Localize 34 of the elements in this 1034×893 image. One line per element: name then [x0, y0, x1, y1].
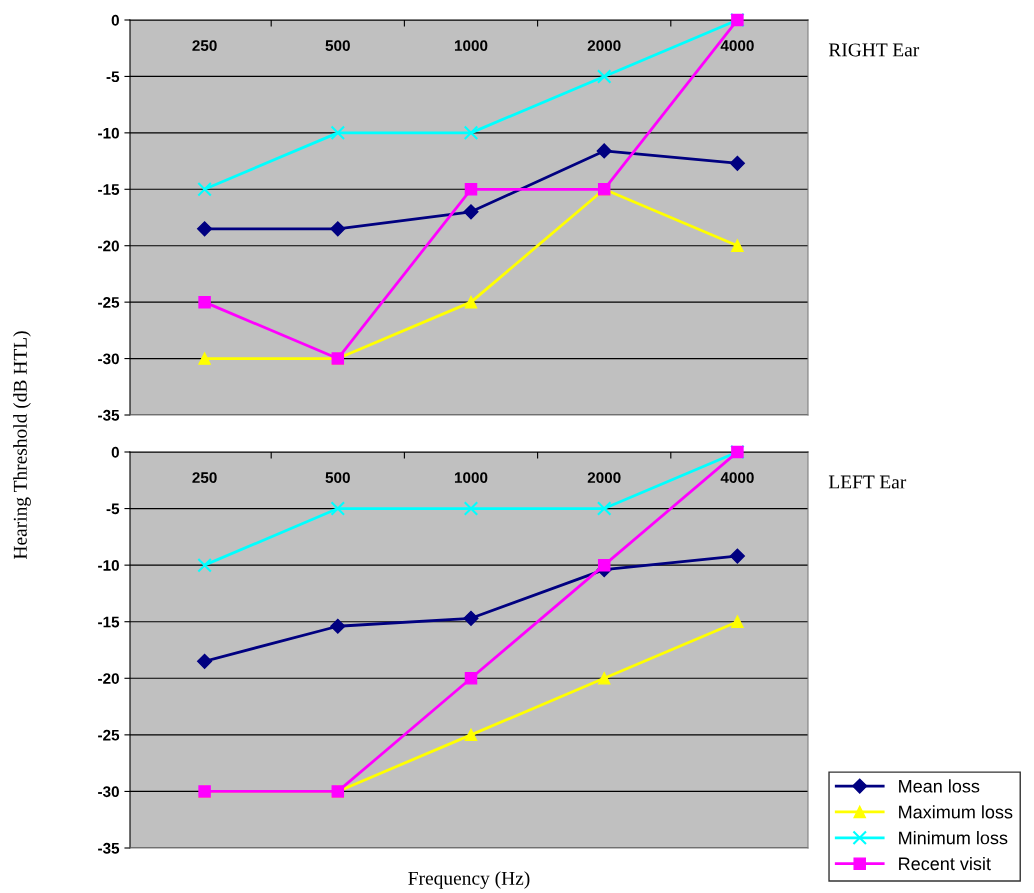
- y-tick-label: -10: [98, 560, 119, 571]
- y-tick-label: -10: [98, 127, 119, 139]
- y-tick-label: 0: [111, 446, 119, 458]
- x-tick-label: 2000: [587, 472, 621, 484]
- x-axis-title: Frequency (Hz): [408, 871, 530, 889]
- text: RIGHT Ear: [828, 43, 920, 57]
- y-tick-label: -15: [98, 616, 120, 628]
- x-tick-label: 4000: [720, 472, 754, 484]
- y-tick-label: -5: [106, 503, 120, 515]
- x-tick-label: 2000: [587, 40, 621, 52]
- x-tick-label: 500: [325, 40, 350, 52]
- legend-label: Maximum loss: [899, 805, 1013, 819]
- x-tick-label: 1000: [454, 472, 488, 484]
- x-tick-label: 250: [192, 40, 217, 52]
- y-tick-label: 0: [111, 14, 119, 26]
- y-tick-label: -30: [98, 353, 119, 365]
- x-tick-label: 500: [325, 472, 350, 484]
- y-tick-label: -5: [106, 71, 120, 83]
- y-tick-label: -20: [98, 240, 119, 252]
- text: LEFT Ear: [828, 475, 907, 489]
- x-tick-label: 4000: [720, 40, 754, 52]
- y-tick-label: -15: [98, 184, 120, 195]
- y-tick-label: -20: [98, 673, 119, 684]
- legend-label: Mean loss: [899, 779, 980, 793]
- y-axis-title: Hearing Threshold (dB HTL): [13, 331, 31, 560]
- y-tick-label: -35: [98, 842, 120, 854]
- legend-label: Recent visit: [899, 856, 991, 871]
- y-tick-label: -30: [98, 786, 119, 798]
- legend-label: Minimum loss: [899, 831, 1008, 845]
- y-tick-label: -25: [98, 297, 120, 308]
- x-tick-label: 1000: [454, 40, 488, 52]
- y-tick-label: -25: [98, 729, 120, 741]
- y-tick-label: -35: [98, 409, 120, 421]
- x-tick-label: 250: [192, 472, 217, 484]
